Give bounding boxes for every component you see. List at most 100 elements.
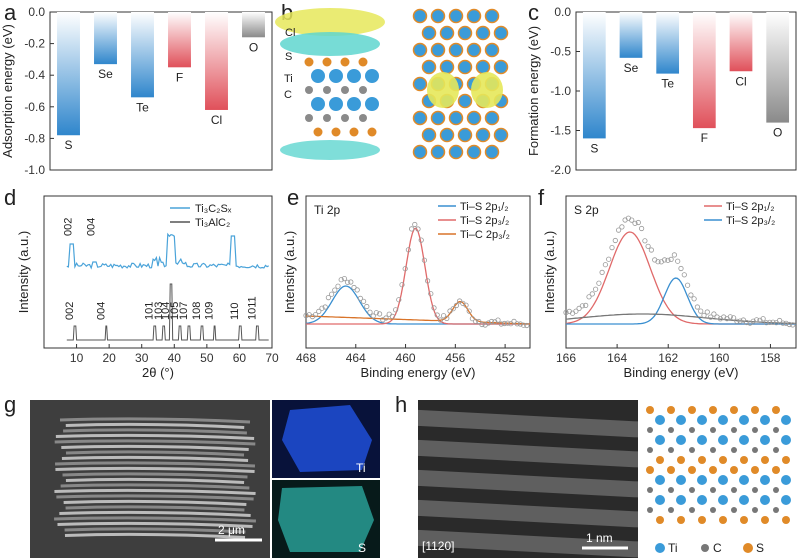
sulfur-atom [782, 516, 790, 524]
data-point [524, 322, 530, 329]
titanium-atom [311, 97, 325, 111]
sulfur-atom [772, 466, 780, 474]
carbon-atom [668, 487, 674, 493]
sem-layer [61, 444, 249, 451]
x-tick-label: 160 [709, 351, 729, 365]
data-point [642, 238, 648, 244]
data-point [312, 311, 319, 318]
titanium-atom [466, 8, 482, 24]
panel-letter-e: e [287, 185, 299, 210]
titanium-atom [448, 8, 464, 24]
x-tick-label: 50 [200, 351, 214, 365]
carbon-atom [731, 427, 737, 433]
data-point [767, 319, 773, 325]
data-point [396, 297, 402, 303]
atomic-row-band [418, 529, 638, 558]
sem-layer [56, 494, 254, 501]
legend-label: Ti–C 2p₃/₂ [460, 229, 510, 241]
titanium-atom [421, 25, 437, 41]
bar-label: Se [98, 67, 113, 81]
top-view-structure [412, 8, 509, 160]
titanium-atom [457, 93, 473, 109]
legend-label: Ti₃C₂Sₓ [195, 203, 232, 215]
peak-label: 107 [178, 302, 190, 320]
carbon-atom [710, 427, 716, 433]
data-point [386, 311, 392, 317]
data-point [428, 291, 434, 297]
data-point [463, 302, 469, 308]
stem-scale-label: 1 nm [586, 531, 613, 545]
data-point [770, 319, 776, 325]
titanium-atom [439, 59, 455, 75]
data-point [760, 316, 766, 322]
sulfur-atom [304, 57, 314, 67]
legend-label: Ti₃AlC₂ [195, 217, 230, 229]
panel-letter-h: h [395, 392, 407, 417]
data-point [405, 247, 411, 253]
data-point [790, 322, 796, 328]
carbon-atom [323, 114, 331, 122]
titanium-atom [781, 475, 791, 485]
carbon-atom [689, 447, 695, 453]
peak-label: 101 [144, 302, 156, 320]
sem-layer [61, 455, 249, 462]
bar [168, 12, 191, 68]
titanium-atom [718, 495, 728, 505]
data-point [415, 226, 421, 232]
bar [205, 12, 228, 110]
titanium-atom [430, 144, 446, 160]
sulfur-atom [751, 406, 759, 414]
sem-layer [65, 422, 245, 429]
titanium-atom [760, 435, 770, 445]
titanium-atom [448, 110, 464, 126]
data-point [661, 257, 668, 263]
panel-a: a 0.0 -0.2 -0.4 -0.6 -0.8 -1.0 Adsorption ener… [0, 0, 273, 177]
y-tick-label: -0.2 [24, 37, 45, 51]
data-point [599, 269, 605, 275]
sem-layer [65, 505, 245, 512]
sem-layer [54, 461, 256, 468]
carbon-atom [731, 507, 737, 513]
carbon-atom [668, 447, 674, 453]
carbon-atom [305, 86, 313, 94]
sulfur-atom [340, 57, 350, 67]
series-line-ti3c2sx [66, 232, 269, 270]
carbon-atom [752, 447, 758, 453]
titanium-atom [655, 415, 665, 425]
data-point [453, 302, 459, 309]
sulfur-atom [751, 466, 759, 474]
titanium-atom [329, 97, 343, 111]
titanium-atom [421, 127, 437, 143]
titanium-atom [484, 144, 500, 160]
sem-layer [62, 472, 248, 479]
sulfur-atom [331, 127, 341, 137]
data-point [373, 310, 379, 316]
titanium-atom [655, 495, 665, 505]
titanium-atom [347, 97, 361, 111]
data-point [730, 315, 737, 321]
data-point [370, 313, 376, 319]
atomic-row-band [418, 469, 638, 498]
titanium-atom [365, 69, 379, 83]
data-point [402, 266, 408, 272]
series-line-ti3alc2 [66, 283, 269, 341]
data-point [711, 311, 717, 317]
sulfur-atom [709, 466, 717, 474]
panel-h: h [1120] 1 nm Ti C S [395, 392, 791, 558]
bar [656, 12, 680, 74]
sem-flake [54, 417, 256, 539]
y-axis-label: Intensity (a.u.) [282, 231, 297, 313]
titanium-atom [697, 435, 707, 445]
sulfur-atom [698, 516, 706, 524]
data-point [665, 257, 671, 263]
titanium-atom [475, 59, 491, 75]
x-tick-label: 162 [658, 351, 678, 365]
data-point [520, 322, 527, 328]
data-point [612, 237, 618, 244]
carbon-atom [731, 487, 737, 493]
titanium-atom [484, 8, 500, 24]
titanium-atom [484, 110, 500, 126]
x-tick-label: 10 [70, 351, 84, 365]
sulfur-atom [740, 516, 748, 524]
bar-label: Cl [735, 74, 746, 88]
